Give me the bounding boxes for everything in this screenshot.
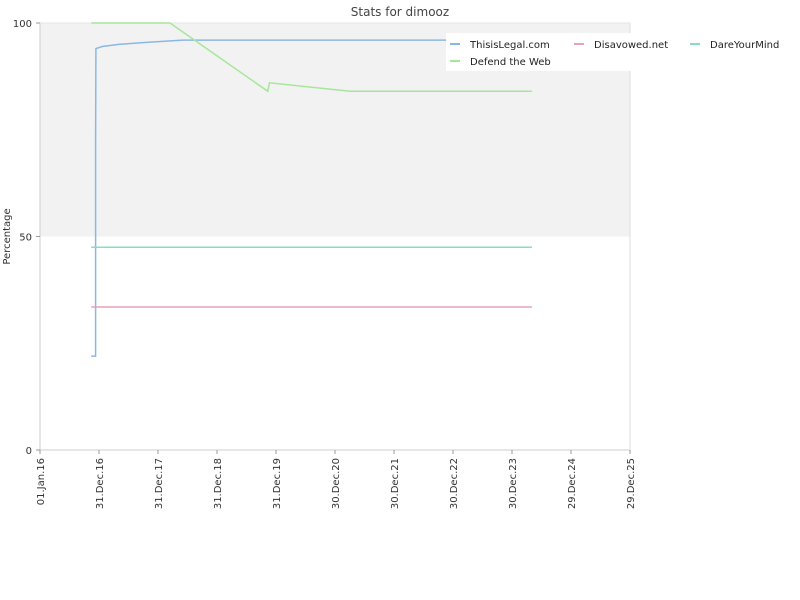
x-tick-label: 30.Dec.20 bbox=[331, 458, 342, 509]
legend-label: Disavowed.net bbox=[594, 40, 668, 51]
legend-box bbox=[446, 33, 800, 71]
x-tick-label: 31.Dec.19 bbox=[272, 458, 283, 509]
x-tick-label: 31.Dec.17 bbox=[154, 458, 165, 509]
x-tick-label: 29.Dec.25 bbox=[626, 458, 637, 509]
y-tick-label: 0 bbox=[26, 446, 32, 457]
chart-title: Stats for dimooz bbox=[351, 5, 449, 19]
y-axis-label: Percentage bbox=[2, 208, 13, 264]
y-tick-label: 100 bbox=[13, 19, 32, 30]
legend: ThisisLegal.com Disavowed.net DareYourMind… bbox=[446, 33, 800, 71]
y-tick-label: 50 bbox=[19, 233, 32, 244]
legend-label: DareYourMind bbox=[710, 40, 779, 51]
x-tick-label: 29.Dec.24 bbox=[567, 458, 578, 509]
series-line bbox=[91, 22, 532, 93]
plot-area: 0 50 100 01.Jan.16 31.Dec.16 31.Dec.17 31.Dec.… bbox=[13, 19, 637, 509]
x-tick-label: 01.Jan.16 bbox=[36, 458, 47, 505]
x-tick-label: 31.Dec.18 bbox=[213, 458, 224, 509]
x-tick-label: 30.Dec.21 bbox=[390, 458, 401, 509]
legend-label: ThisisLegal.com bbox=[469, 40, 550, 51]
x-tick-label: 31.Dec.16 bbox=[95, 458, 106, 509]
x-tick-label: 30.Dec.22 bbox=[449, 458, 460, 509]
x-tick-label: 30.Dec.23 bbox=[508, 458, 519, 509]
series-line bbox=[91, 39, 512, 357]
legend-label: Defend the Web bbox=[470, 57, 551, 68]
